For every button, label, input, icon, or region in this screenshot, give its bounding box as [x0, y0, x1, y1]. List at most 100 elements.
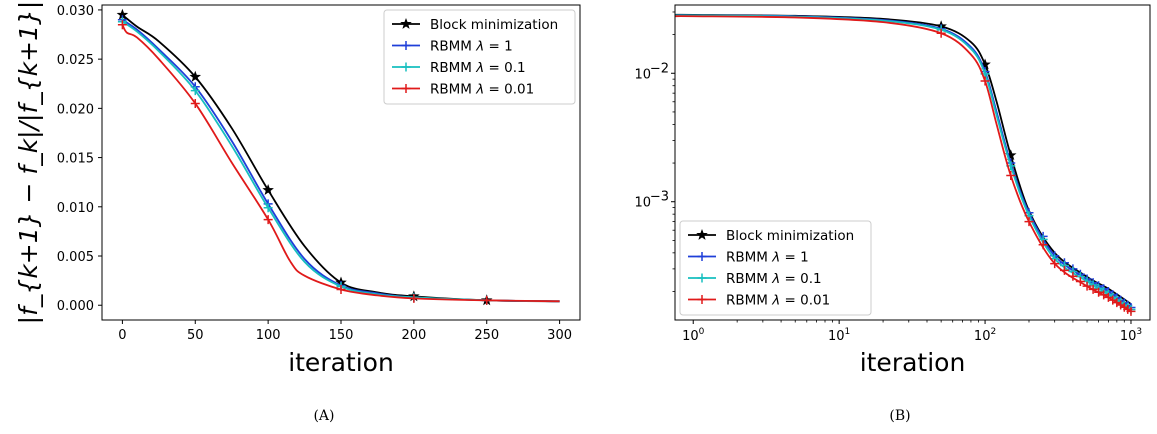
x-tick-label: 50 — [187, 328, 204, 343]
x-axis-label: iteration — [288, 348, 394, 377]
series-3-point-7 — [1068, 271, 1078, 281]
x-tick-base: 10 — [828, 329, 845, 344]
x-tick-label: 102 — [974, 327, 996, 344]
legend-label-main: Block minimization — [430, 17, 558, 33]
legend-marker-1 — [697, 252, 707, 261]
legend-label-lambda: λ — [475, 39, 484, 55]
legend-marker-2 — [697, 273, 707, 283]
x-tick-label: 250 — [474, 328, 499, 343]
y-tick-label: 0.000 — [57, 299, 94, 314]
y-axis-label: |f_{k+1} − f_k|/|f_{k+1}| — [14, 1, 43, 325]
series-2-point-1 — [190, 86, 200, 96]
x-tick-base: 10 — [974, 329, 991, 344]
x-tick-label: 101 — [828, 327, 850, 344]
series-3-point-8 — [1075, 277, 1085, 287]
legend-label-2: RBMM λ = 0.1 — [726, 271, 822, 287]
y-tick-exponent: −2 — [650, 61, 669, 76]
series-0-point-1 — [189, 70, 202, 82]
series-3-point-1 — [190, 98, 200, 108]
y-tick-exponent: −3 — [650, 190, 669, 205]
x-tick-label: 100 — [256, 328, 281, 343]
legend-label-value: = 0.01 — [484, 82, 534, 98]
legend-marker-0 — [696, 228, 708, 240]
series-3-point-4 — [1038, 240, 1048, 250]
x-tick-label: 103 — [1120, 327, 1142, 344]
legend-label-main: RBMM — [726, 293, 772, 309]
x-tick-label: 300 — [547, 328, 572, 343]
legend-frame — [383, 9, 576, 105]
legend-frame — [679, 220, 872, 316]
legend-label-main: RBMM — [726, 271, 772, 287]
chart-a: 0 50 100 150 200 250 300 0.000 0.005 0.010 0.015 0.… — [14, 1, 581, 424]
legend-label-lambda: λ — [771, 250, 780, 266]
series-3-point-9 — [1082, 281, 1092, 291]
series-3-point-2 — [1006, 171, 1016, 181]
series-line-3 — [675, 15, 1132, 313]
legend-label-3: RBMM λ = 0.01 — [726, 293, 830, 309]
x-tick-exponent: 0 — [699, 327, 705, 337]
series-2-point-2 — [263, 203, 273, 213]
legend-label-value: = 0.1 — [484, 60, 525, 76]
x-tick-exponent: 1 — [845, 327, 851, 337]
y-tick-label: 0.005 — [57, 250, 94, 265]
legend-label-main: RBMM — [430, 82, 476, 98]
legend-marker-2 — [401, 62, 411, 72]
series-3-point-19 — [1126, 306, 1136, 316]
series-3-point-5 — [482, 295, 492, 305]
series-3-point-0 — [117, 20, 127, 30]
caption-b: (B) — [889, 408, 910, 424]
x-tick-label: 0 — [118, 328, 126, 343]
y-tick-label: 0.015 — [57, 152, 94, 167]
legend-label-main: RBMM — [430, 39, 476, 55]
series-3-point-2 — [263, 215, 273, 225]
x-tick-label: 150 — [329, 328, 354, 343]
x-tick-label: 200 — [401, 328, 426, 343]
series-3-point-0 — [936, 28, 946, 38]
series-3-point-6 — [1059, 265, 1069, 275]
legend-marker-0 — [400, 17, 412, 29]
y-tick-base: 10 — [634, 196, 651, 211]
y-tick-label: 0.030 — [57, 4, 94, 19]
y-tick-label: 0.010 — [57, 201, 94, 216]
legend-label-main: RBMM — [430, 60, 476, 76]
series-3-point-1 — [980, 76, 990, 86]
legend-label-3: RBMM λ = 0.01 — [430, 82, 534, 98]
y-tick-base: 10 — [634, 67, 651, 82]
legend-label-lambda: λ — [771, 293, 780, 309]
legend-label-main: Block minimization — [726, 228, 854, 244]
series-3-point-5 — [1050, 259, 1060, 269]
caption-a: (A) — [313, 408, 334, 424]
series-3-point-4 — [409, 293, 419, 303]
legend-marker-3 — [697, 295, 707, 304]
x-axis-label: iteration — [860, 348, 966, 377]
legend-label-0: Block minimization — [430, 17, 558, 33]
y-tick-label: 0.025 — [57, 53, 94, 68]
series-0-point-2 — [262, 184, 274, 195]
series-3-point-3 — [1024, 217, 1034, 227]
y-tick-label: 10 — [634, 196, 651, 211]
series-3-point-12 — [1099, 290, 1109, 300]
x-tick-exponent: 2 — [990, 327, 996, 337]
legend-label-1: RBMM λ = 1 — [726, 250, 809, 266]
x-tick-exponent: 3 — [1136, 327, 1142, 337]
legend-label-lambda: λ — [475, 60, 484, 76]
legend-label-2: RBMM λ = 0.1 — [430, 60, 526, 76]
y-tick-label: 0.020 — [57, 102, 94, 117]
legend-label-value: = 0.1 — [780, 271, 821, 287]
legend-label-value: = 1 — [780, 250, 808, 266]
x-tick-label: 100 — [682, 327, 705, 344]
legend-label-1: RBMM λ = 1 — [430, 39, 513, 55]
x-tick-base: 10 — [682, 329, 699, 344]
legend-label-lambda: λ — [475, 82, 484, 98]
axes-frame — [674, 4, 1151, 321]
legend-label-main: RBMM — [726, 250, 772, 266]
legend-label-lambda: λ — [771, 271, 780, 287]
y-tick-label: 10 — [634, 67, 651, 82]
series-3-point-11 — [1094, 287, 1104, 297]
series-3-point-10 — [1088, 284, 1098, 294]
legend-label-0: Block minimization — [726, 228, 854, 244]
series-3-point-3 — [336, 284, 346, 294]
legend-label-value: = 0.01 — [780, 293, 830, 309]
